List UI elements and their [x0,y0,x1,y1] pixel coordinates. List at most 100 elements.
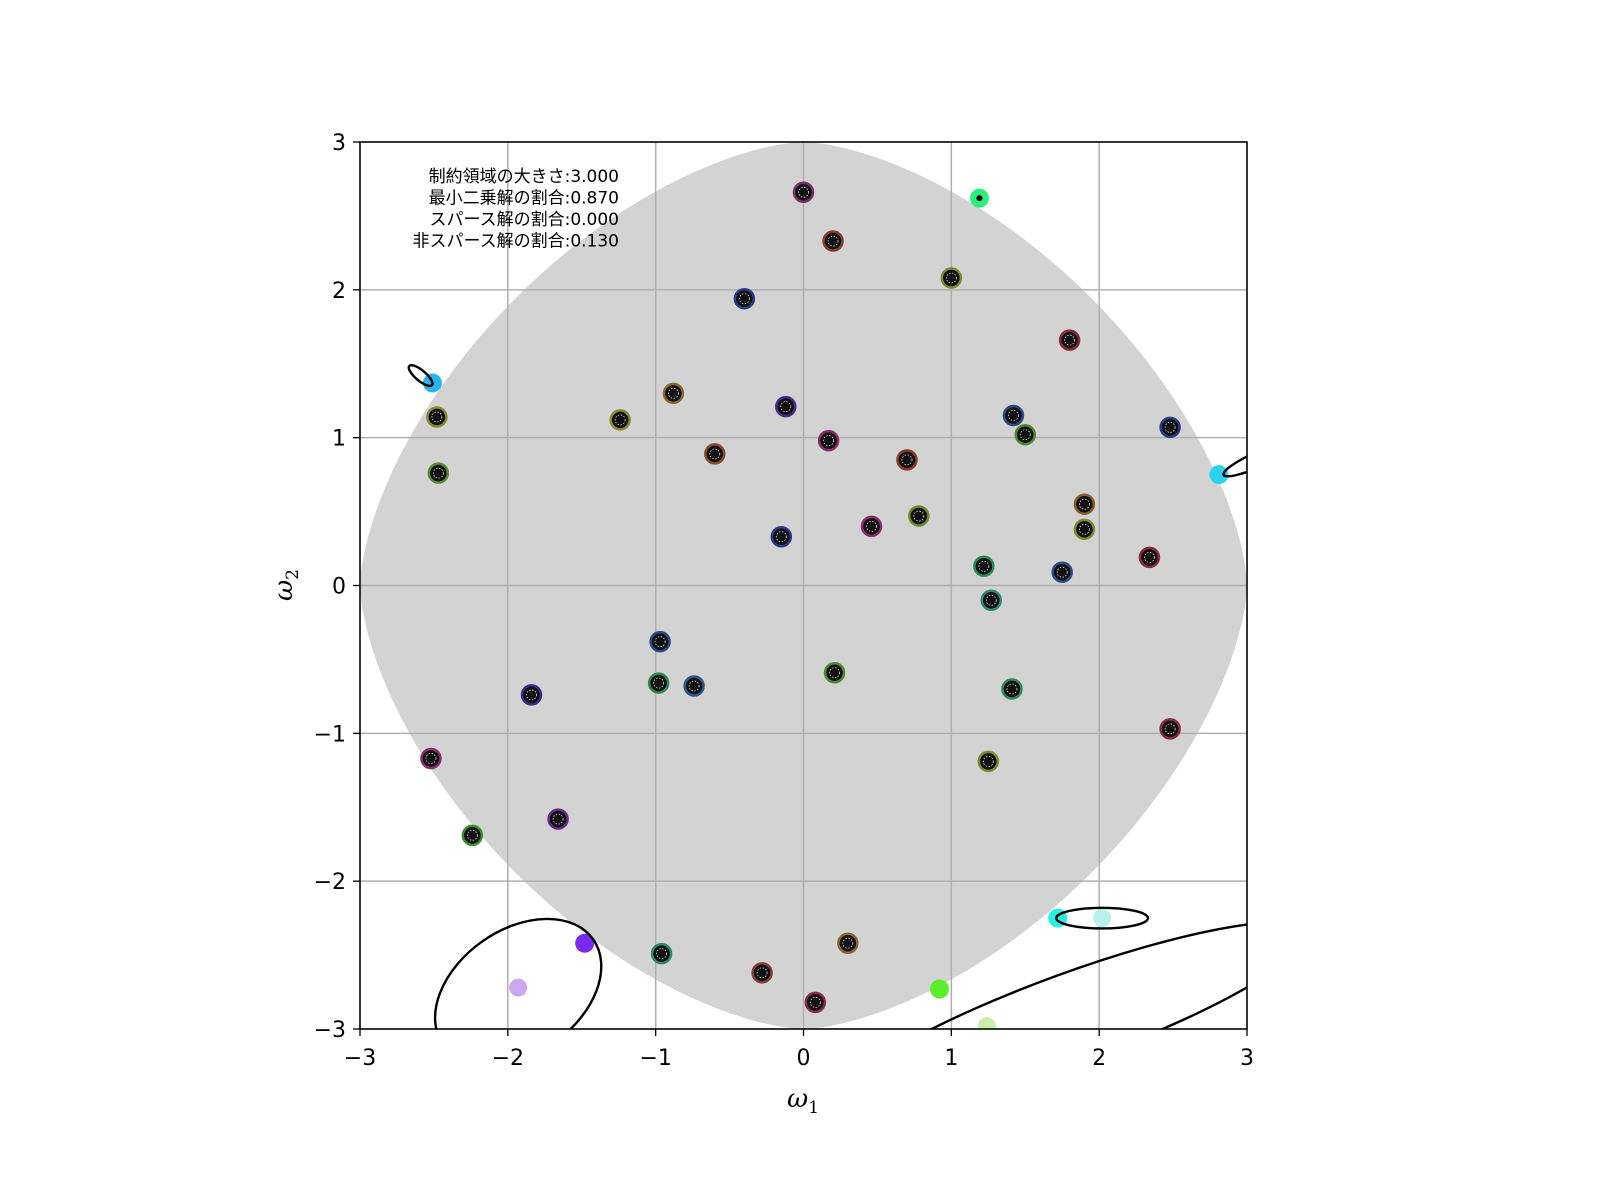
data-point [1073,493,1096,515]
point-marker-ring [1164,421,1176,433]
data-point [977,750,1000,773]
data-point [1138,546,1161,569]
data-point [822,230,844,252]
solution-point [1209,465,1229,485]
tick-layer: −3 −2 −1 0 1 2 3 −3 −2 −1 0 1 2 3 [314,131,1254,1071]
loss-contour [1222,442,1247,478]
y-tick-label: 0 [332,575,346,600]
x-tick-label: 2 [1092,1046,1106,1071]
y-tick-label: −1 [314,722,346,747]
point-marker-ring [1019,429,1031,441]
loss-contour [407,364,434,388]
data-point [1073,518,1096,541]
faint-point [977,1017,996,1029]
data-point [609,409,631,431]
data-point [1051,561,1073,583]
point-marker-ring [1006,683,1018,695]
point-marker-ring [552,813,564,825]
data-point [1159,718,1181,740]
data-point [908,505,930,527]
annotation-line: スパース解の割合:0.000 [429,210,619,230]
point-marker-ring [654,636,666,648]
data-point [1001,678,1023,700]
data-point [804,991,827,1014]
solution-center-dot [976,195,983,202]
point-marker-ring [526,689,537,701]
point-marker-ring [1056,566,1068,578]
data-point [980,589,1002,612]
y-axis-label: ω2 [269,569,303,601]
loss-contour [837,921,1247,1029]
data-point [647,672,670,694]
data-point [770,525,793,548]
x-axis-label: ω1 [787,1084,819,1118]
y-tick-label: 1 [332,427,346,452]
data-point [751,962,773,984]
data-point [1002,404,1025,427]
data-point [683,675,705,697]
data-point [860,515,883,538]
solution-point [930,979,950,999]
point-marker-ring [1164,723,1176,735]
y-tick-label: 2 [332,279,346,304]
annotation-block: 制約領域の大きさ:3.000最小二乗解の割合:0.870スパース解の割合:0.0… [412,167,619,252]
y-tick-label: −2 [314,870,346,895]
point-marker-ring [738,293,750,305]
point-marker-ring [709,448,721,460]
data-point [1159,416,1181,439]
point-marker-ring [842,937,854,949]
contour-layer [407,364,1247,1029]
data-point [547,808,569,830]
point-marker-ring [798,186,809,198]
point-marker-ring [775,531,787,543]
point-marker-ring [432,467,444,479]
solution-point [575,933,595,953]
point-marker-ring [656,948,667,960]
point-marker-ring [1078,523,1090,535]
point-marker-ring [823,435,835,447]
x-tick-label: −3 [344,1046,376,1071]
data-point [520,684,543,706]
loss-contour [1055,906,1150,930]
annotation-line: 最小二乗解の割合:0.870 [429,189,619,209]
x-tick-label: 3 [1240,1046,1254,1071]
annotation-line: 制約領域の大きさ:3.000 [429,167,619,187]
point-marker-ring [653,677,665,689]
data-point [733,287,756,310]
data-point [1014,423,1036,446]
data-point [823,661,846,684]
data-point [649,630,671,653]
point-marker-ring [1064,334,1075,346]
y-tick-label: 3 [332,131,346,156]
y-tick-label: −3 [314,1018,346,1043]
point-marker-ring [1144,552,1155,563]
data-point [837,932,859,955]
point-marker-ring [809,996,821,1008]
data-point [940,267,963,289]
point-marker-ring [1008,410,1019,421]
point-marker-ring [780,401,792,413]
data-point [896,449,918,471]
point-marker-ring [1078,498,1090,510]
loss-contour [433,917,603,1029]
point-marker-ring [985,594,997,606]
data-point [461,824,484,847]
point-marker-ring [688,680,700,692]
data-point [973,555,995,578]
point-marker-ring [945,272,957,284]
data-point [426,406,448,428]
point-marker-ring [978,560,990,572]
point-marker-ring [756,967,768,979]
point-marker-ring [866,520,877,532]
x-tick-label: −1 [639,1046,671,1071]
points-layer [420,181,1229,1029]
point-marker-ring [829,667,840,679]
data-point [775,395,797,418]
point-marker-ring [913,510,925,522]
faint-point [1093,909,1112,928]
data-point [817,429,840,452]
x-tick-label: 0 [797,1046,811,1071]
data-point [662,382,685,405]
